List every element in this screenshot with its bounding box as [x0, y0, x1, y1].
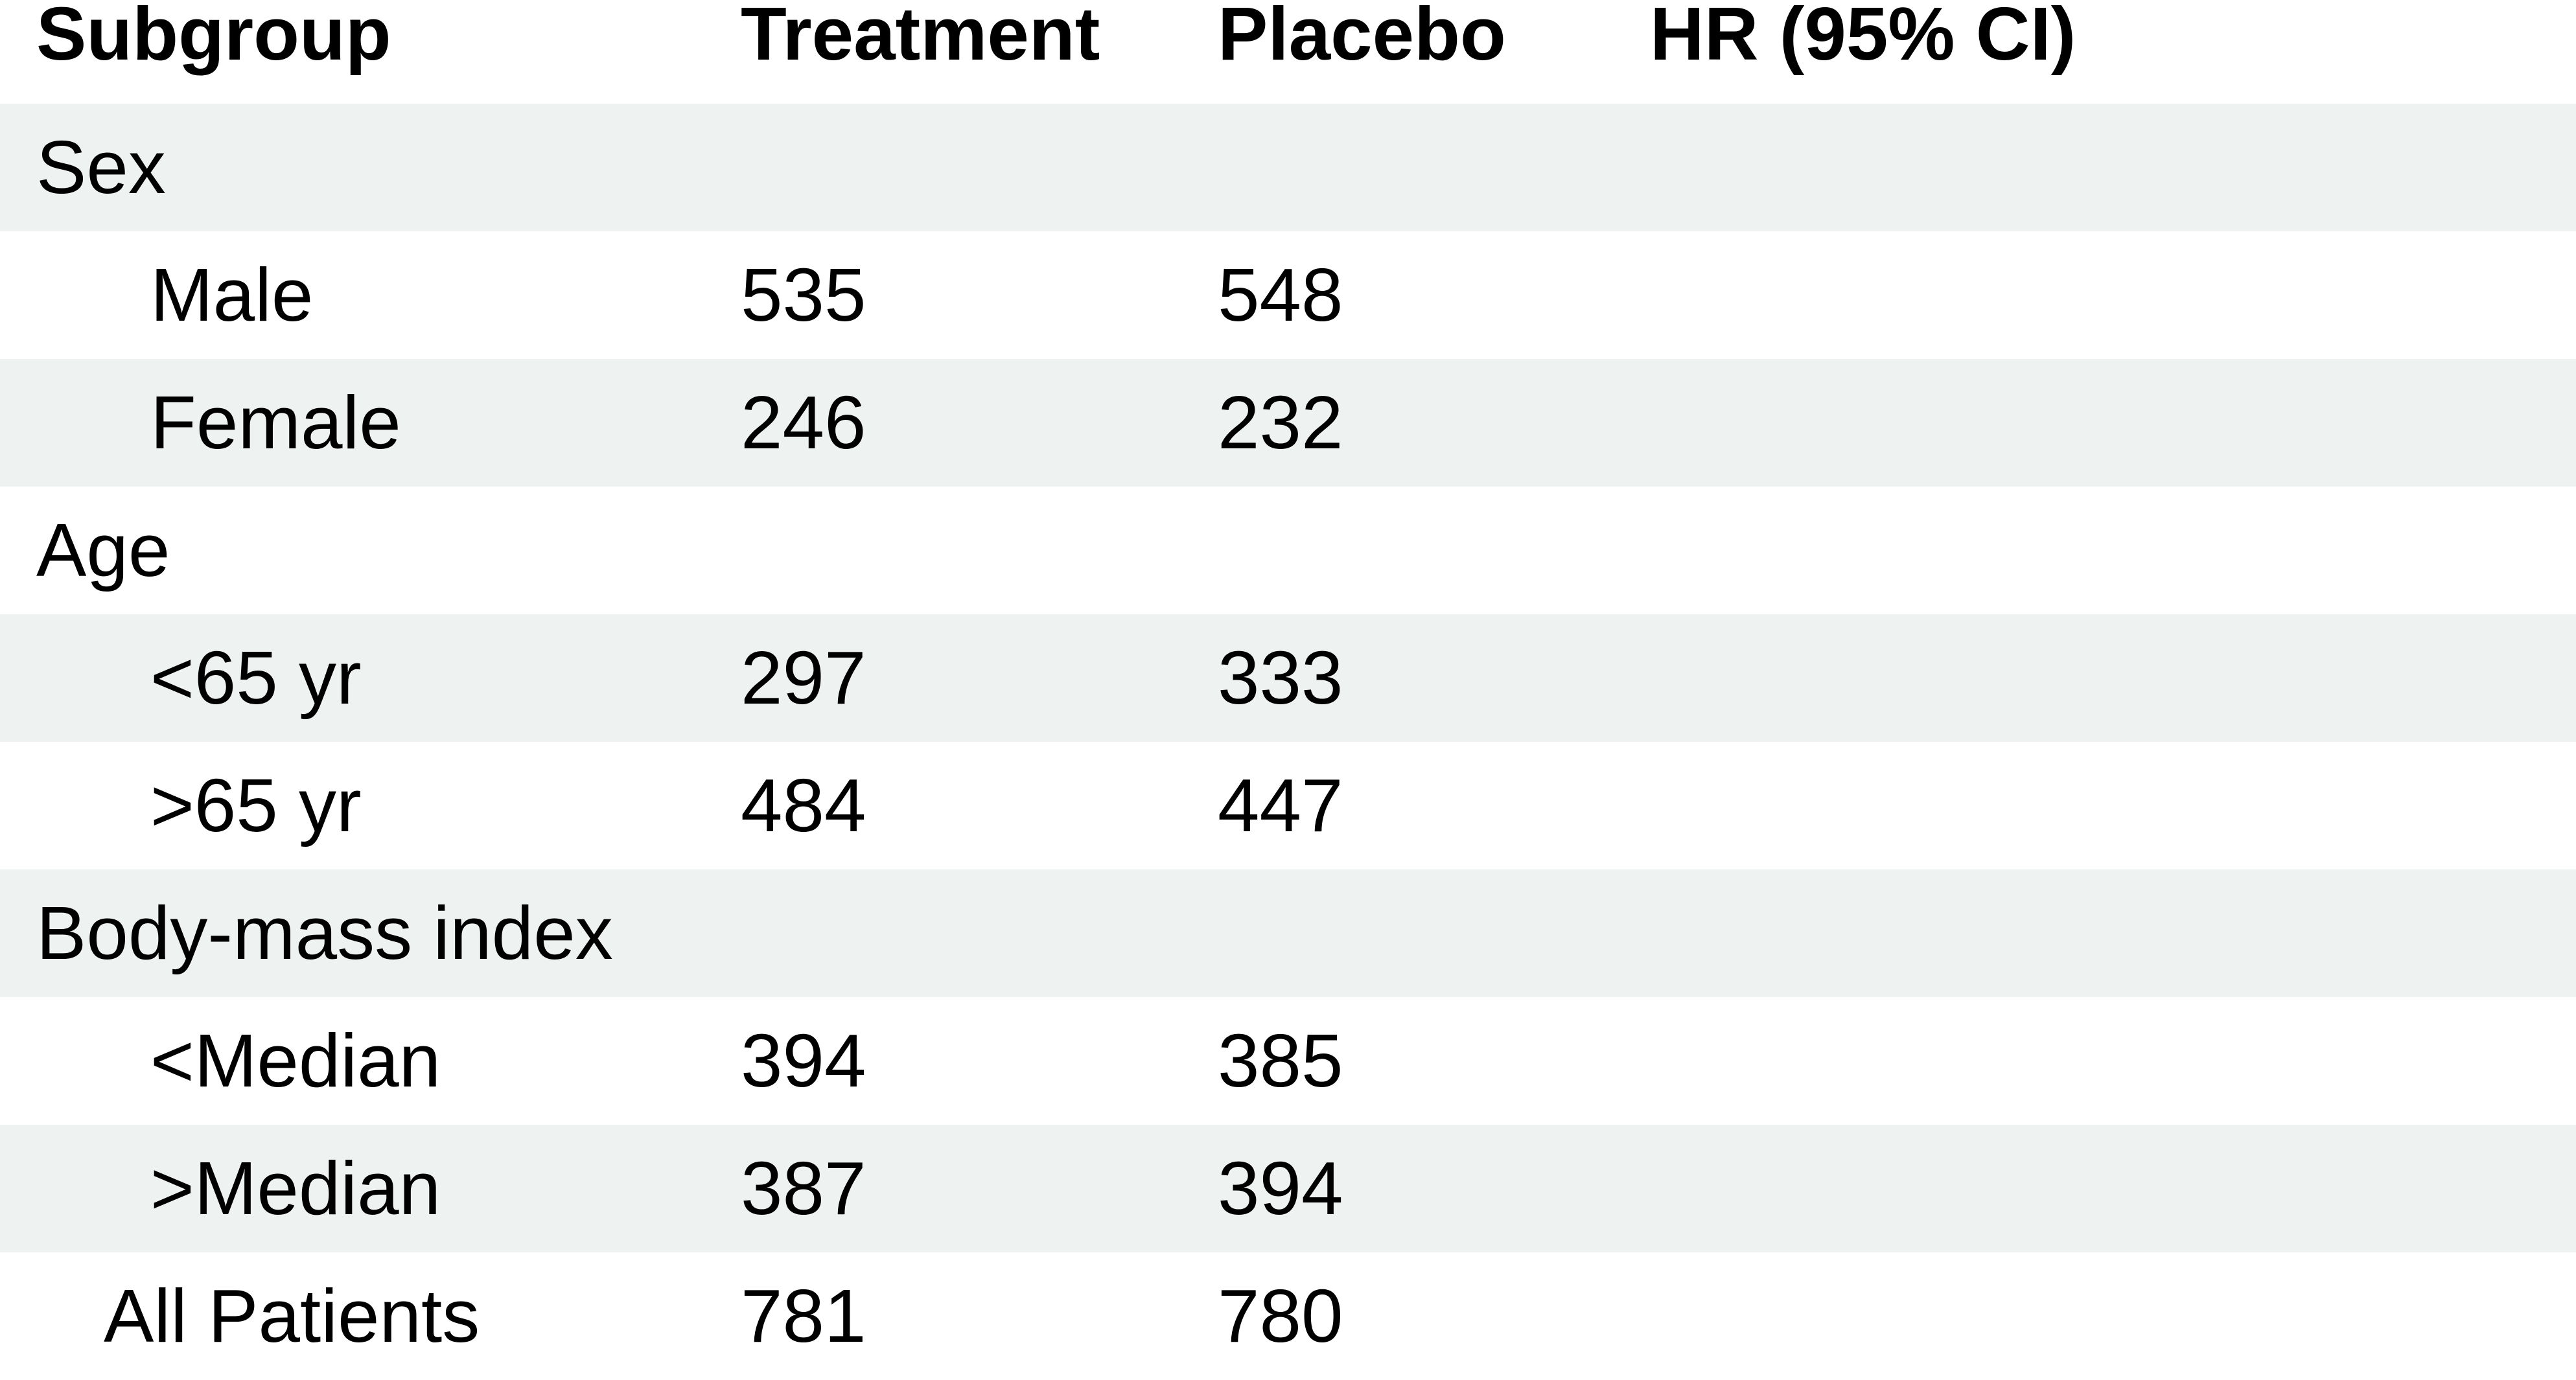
header-treatment: Treatment: [741, 0, 1100, 76]
table-row: Age: [0, 487, 2576, 614]
treatment-count: 387: [741, 1146, 866, 1230]
placebo-count: 232: [1218, 380, 1343, 465]
placebo-count: 447: [1218, 763, 1343, 847]
subgroup-label: >Median: [150, 1146, 441, 1230]
subgroup-label: Male: [150, 253, 314, 337]
table-row: <65 yr 297 333: [0, 614, 2576, 742]
placebo-count: 394: [1218, 1146, 1343, 1230]
group-label: Age: [36, 508, 170, 592]
treatment-count: 484: [741, 763, 866, 847]
group-label: Body-mass index: [36, 891, 613, 975]
treatment-count: 297: [741, 636, 866, 720]
subgroup-label: Female: [150, 380, 401, 465]
header-placebo: Placebo: [1218, 0, 1506, 76]
table-row: Sex: [0, 104, 2576, 231]
treatment-count: 781: [741, 1274, 866, 1358]
subgroup-label: <65 yr: [150, 636, 362, 720]
header-row: Subgroup Treatment Placebo HR (95% CI): [0, 0, 2576, 128]
table-row: Female 246 232: [0, 359, 2576, 487]
treatment-count: 246: [741, 380, 866, 465]
table-row: <Median 394 385: [0, 997, 2576, 1125]
subgroup-label: <Median: [150, 1018, 441, 1103]
placebo-count: 333: [1218, 636, 1343, 720]
placebo-count: 780: [1218, 1274, 1343, 1358]
placebo-count: 548: [1218, 253, 1343, 337]
header-subgroup: Subgroup: [36, 0, 391, 76]
table-row: >65 yr 484 447: [0, 742, 2576, 869]
placebo-count: 385: [1218, 1018, 1343, 1103]
treatment-count: 394: [741, 1018, 866, 1103]
treatment-count: 535: [741, 253, 866, 337]
table-row: All Patients 781 780: [0, 1252, 2576, 1380]
subgroup-label: >65 yr: [150, 763, 362, 847]
subgroup-label: All Patients: [104, 1274, 480, 1358]
header-hr: HR (95% CI): [1650, 0, 2076, 76]
table-row: Male 535 548: [0, 231, 2576, 359]
table-row: Body-mass index: [0, 869, 2576, 997]
table-row: >Median 387 394: [0, 1125, 2576, 1252]
group-label: Sex: [36, 125, 166, 209]
